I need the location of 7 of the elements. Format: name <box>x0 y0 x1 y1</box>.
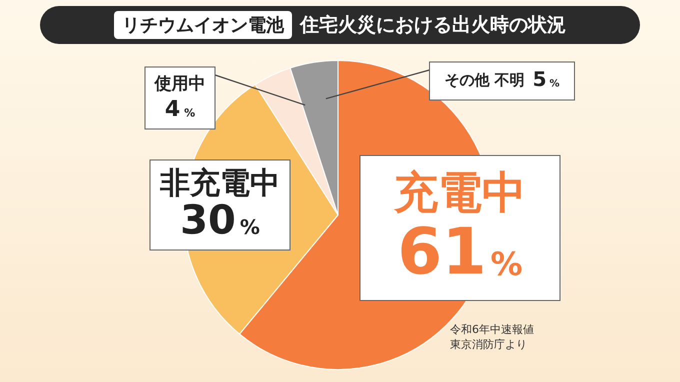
data-label: 4% <box>164 97 196 122</box>
slice-label: 使用中 <box>154 74 206 94</box>
text: 東京消防庁より <box>450 337 528 352</box>
data-label: 5% <box>532 67 560 92</box>
chart-title: リチウムイオン電池 住宅火災における出火時の状況 <box>121 13 566 38</box>
text: 令和6年中速報値 <box>450 322 534 337</box>
slice-label: その他 不明 <box>444 70 525 89</box>
